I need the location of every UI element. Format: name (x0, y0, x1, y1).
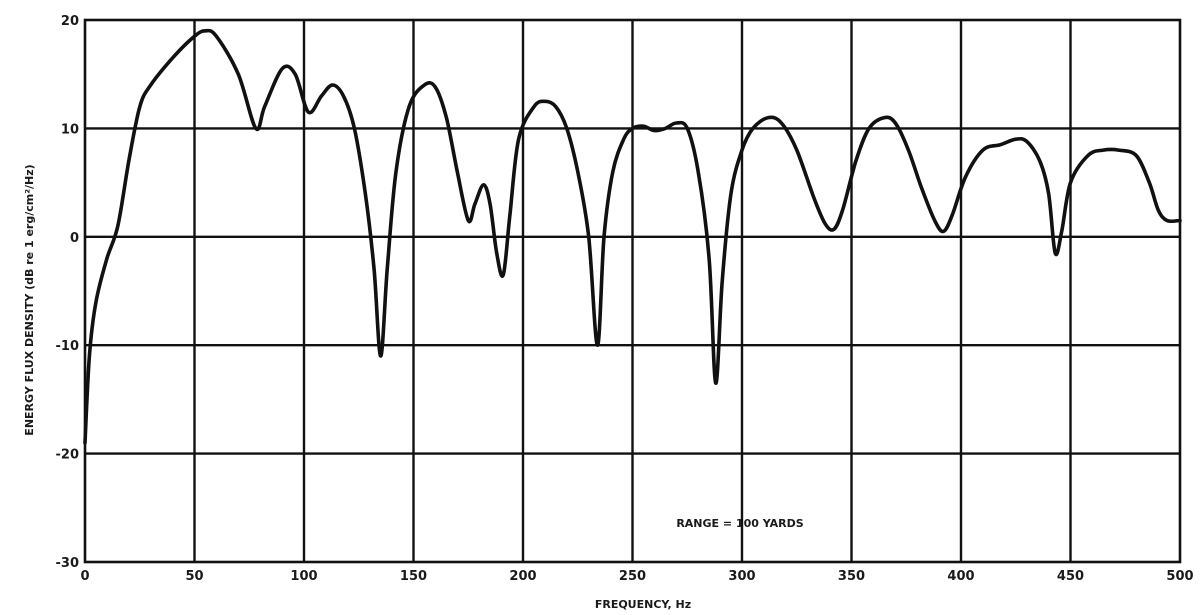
plot-frame (83, 18, 1182, 564)
y-tick-label: 20 (61, 14, 79, 29)
x-tick-label: 450 (1057, 569, 1084, 584)
y-tick-label: -30 (56, 556, 80, 571)
x-tick-label: 350 (838, 569, 865, 584)
y-tick-label: -20 (56, 448, 80, 463)
series-line (83, 28, 1182, 445)
y-axis-label: ENERGY FLUX DENSITY (dB re 1 erg/cm²/Hz) (23, 164, 36, 435)
x-axis-label: FREQUENCY, Hz (595, 598, 691, 611)
grid (85, 20, 1180, 562)
x-tick-label: 0 (80, 569, 89, 584)
y-tick-labels: 20 10 0 -10 -20 -30 (56, 14, 80, 571)
x-tick-label: 50 (185, 569, 203, 584)
x-tick-label: 200 (509, 569, 536, 584)
y-tick-label: 10 (61, 122, 79, 137)
x-tick-labels: 0 50 100 150 200 250 300 350 400 450 500 (80, 569, 1193, 584)
x-tick-label: 500 (1166, 569, 1193, 584)
x-tick-label: 400 (947, 569, 974, 584)
y-tick-label: -10 (56, 339, 80, 354)
x-tick-label: 250 (619, 569, 646, 584)
y-tick-label: 0 (70, 231, 79, 246)
x-tick-label: 150 (400, 569, 427, 584)
x-tick-label: 300 (728, 569, 755, 584)
x-tick-label: 100 (290, 569, 317, 584)
range-annotation: RANGE = 100 YARDS (676, 517, 803, 530)
